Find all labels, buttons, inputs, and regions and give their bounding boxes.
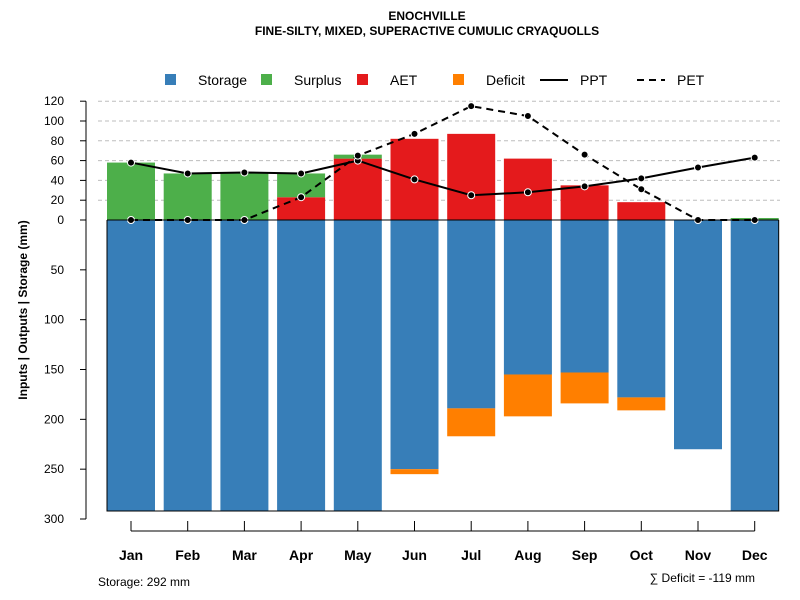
x-tick-label-jul: Jul	[461, 547, 481, 563]
legend-swatch-deficit	[453, 74, 464, 85]
storage-bar-jun	[390, 220, 439, 470]
pet-point-oct	[637, 185, 646, 194]
points	[127, 102, 759, 224]
x-tick-label-jun: Jun	[402, 547, 427, 563]
storage-bar-apr	[277, 220, 326, 512]
deficit-bar-sep	[560, 372, 609, 404]
ppt-point-jun	[410, 175, 419, 184]
y-tick-label: 60	[51, 154, 65, 168]
lines	[130, 105, 755, 221]
x-tick-label-feb: Feb	[175, 547, 200, 563]
pet-line	[131, 105, 755, 221]
aet-bar-sep	[560, 185, 609, 220]
legend-swatch-surplus	[261, 74, 272, 85]
aet-bar-may	[333, 158, 382, 220]
storage-bar-mar	[220, 220, 269, 512]
y-tick-label: 0	[57, 213, 64, 227]
storage-bar-nov	[674, 220, 722, 450]
ppt-point-nov	[694, 163, 702, 172]
y-tick-label: 80	[51, 134, 65, 148]
surplus-bar-mar	[220, 172, 269, 220]
x-tick-label-may: May	[344, 547, 371, 563]
y-axis-label: Inputs | Outputs | Storage (mm)	[16, 220, 30, 399]
legend: Storage Surplus AET Deficit PPT PET	[165, 72, 705, 88]
deficit-bar-jul	[447, 408, 496, 437]
legend-label-surplus: Surplus	[294, 72, 341, 88]
chart-subtitle: FINE-SILTY, MIXED, SUPERACTIVE CUMULIC C…	[255, 24, 599, 38]
x-tick-label-oct: Oct	[630, 547, 654, 563]
ppt-point-jul	[467, 191, 476, 200]
surplus-bar-feb	[163, 173, 212, 220]
storage-note: Storage: 292 mm	[98, 575, 190, 589]
x-tick-label-mar: Mar	[232, 547, 257, 563]
x-tick-label-apr: Apr	[289, 547, 314, 563]
storage-bar-feb	[163, 220, 212, 512]
storage-bar-jan	[107, 220, 155, 512]
y-tick-label: 50	[51, 263, 65, 277]
storage-bar-dec	[730, 220, 779, 512]
ppt-point-oct	[637, 174, 646, 183]
pet-point-aug	[523, 112, 532, 121]
storage-bar-may	[333, 220, 382, 512]
y-tick-label: 250	[44, 462, 64, 476]
legend-label-aet: AET	[390, 72, 418, 88]
storage-bar-oct	[617, 220, 666, 398]
y-tick-label: 20	[51, 193, 65, 207]
surplus-bar-apr	[277, 173, 326, 198]
deficit-bar-aug	[503, 374, 552, 417]
x-tick-label-sep: Sep	[572, 547, 598, 563]
deficit-bar-jun	[390, 469, 439, 475]
bars	[107, 133, 779, 512]
ppt-point-dec	[750, 153, 759, 162]
legend-label-ppt: PPT	[580, 72, 608, 88]
y-tick-label: 100	[44, 114, 64, 128]
ppt-point-apr	[297, 169, 306, 178]
storage-bar-aug	[503, 220, 552, 375]
legend-label-pet: PET	[677, 72, 705, 88]
pet-point-jun	[410, 129, 419, 138]
pet-point-apr	[297, 193, 306, 202]
legend-swatch-aet	[357, 74, 368, 85]
x-tick-label-nov: Nov	[685, 547, 712, 563]
aet-bar-jul	[447, 133, 496, 220]
pet-point-sep	[580, 150, 589, 159]
y-tick-label: 150	[44, 363, 64, 377]
legend-swatch-storage	[165, 74, 176, 85]
pet-point-may	[353, 151, 362, 160]
storage-frame	[106, 220, 780, 512]
y-tick-label: 120	[44, 94, 64, 108]
pet-point-jul	[467, 102, 476, 111]
legend-label-deficit: Deficit	[486, 72, 525, 88]
aet-bar-oct	[617, 202, 666, 220]
y-tick-label: 200	[44, 412, 64, 426]
storage-bar-jul	[447, 220, 496, 409]
ppt-point-aug	[523, 188, 532, 197]
x-tick-label-dec: Dec	[742, 547, 768, 563]
ppt-point-feb	[183, 169, 192, 178]
chart-title: ENOCHVILLE	[388, 9, 465, 23]
y-tick-label: 40	[51, 173, 65, 187]
deficit-bar-oct	[617, 397, 666, 411]
ppt-line	[130, 156, 755, 197]
x-tick-label-jan: Jan	[119, 547, 143, 563]
x-tick-label-aug: Aug	[514, 547, 541, 563]
storage-bar-sep	[560, 220, 609, 373]
y-tick-label: 300	[44, 512, 64, 526]
surplus-bar-jan	[107, 162, 155, 220]
ppt-point-jan	[127, 158, 135, 167]
deficit-note: ∑ Deficit = -119 mm	[650, 571, 755, 585]
legend-label-storage: Storage	[198, 72, 247, 88]
y-tick-label: 100	[44, 313, 64, 327]
ppt-point-mar	[240, 168, 249, 177]
ppt-point-sep	[580, 182, 589, 191]
